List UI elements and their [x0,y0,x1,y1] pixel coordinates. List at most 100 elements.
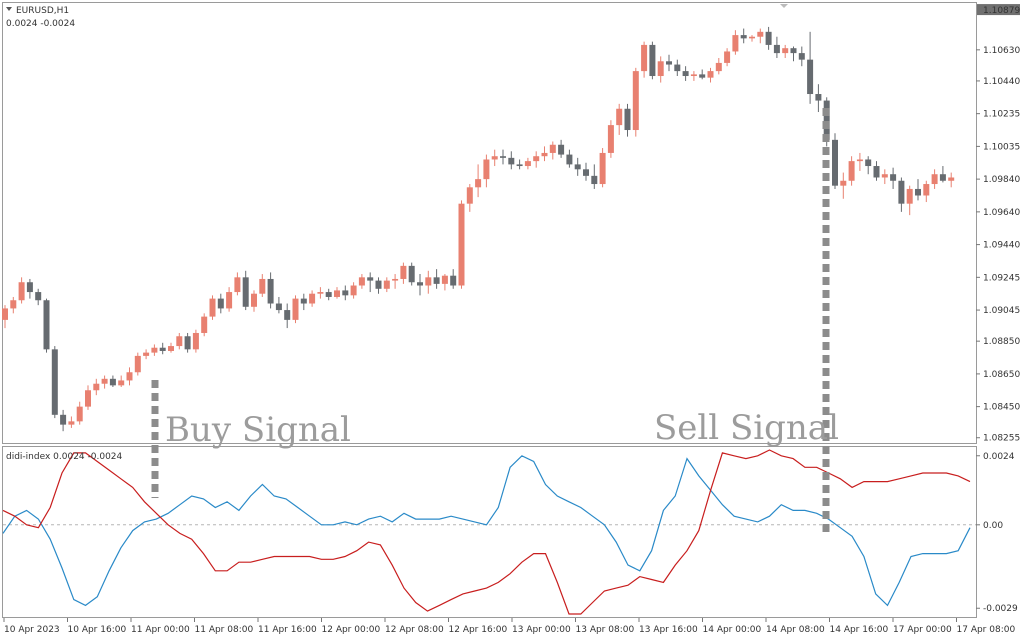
candle-body [923,184,930,196]
time-tick-label: 10 Apr 2023 [4,625,60,635]
candle-body [508,157,515,165]
indicator-values: 0.0024 -0.0024 [6,19,75,29]
indicator-panel-frame [2,446,977,618]
candle-body [275,303,282,311]
indicator-lines [2,449,971,615]
candle-body [533,156,540,162]
candle-body [101,378,108,384]
price-tick-label: 1.08850 [983,337,1020,347]
time-tick-label: 14 Apr 08:00 [766,625,825,635]
time-tick-label: 17 Apr 08:00 [957,625,1016,635]
candle-body [342,290,349,296]
indicator-axis: 0.0024 0.00 -0.0029 [3,452,1018,614]
candle-body [433,277,440,284]
candle-body [549,144,556,153]
candle-body [865,159,872,167]
candle-body [400,265,407,279]
candle-body [516,164,523,167]
price-tick-label: 1.10235 [983,110,1020,120]
candle-body [707,71,714,78]
candle-body [118,380,125,386]
candle-body [948,177,955,181]
price-tick-label: 1.08255 [983,434,1020,444]
slow-line [2,449,971,615]
candle-body [60,414,67,425]
candle-body [383,280,390,289]
candle-body [151,347,158,353]
price-tick-label: 1.10440 [983,77,1020,87]
price-tick-label: 1.09440 [983,241,1020,251]
time-tick-label: 10 Apr 16:00 [68,625,127,635]
candle-body [35,292,42,301]
candle-body [848,161,855,181]
candle-body [541,152,548,157]
price-axis: 1.10879 1.10630 1.10440 1.10235 1.10035 1.098… [780,4,1020,444]
current-price-badge [977,4,1020,16]
candle-body [226,292,233,309]
indicator-tick-label: -0.0029 [983,604,1018,614]
candle-body [890,174,897,181]
candle-body [450,275,457,286]
candle-body [566,154,573,165]
candle-body [757,31,764,37]
price-tick-label: 1.08650 [983,370,1020,380]
candle-body [68,421,75,425]
candle-body [558,144,565,155]
candle-body [466,187,473,204]
candle-body [209,298,216,317]
candle-body [76,406,83,422]
time-tick-label: 13 Apr 08:00 [576,625,635,635]
candle-body [624,108,631,131]
candle-body [425,277,432,286]
candle-body [715,62,722,72]
candle-body [201,316,208,333]
candlestick-series [2,26,955,432]
candle-body [2,308,8,320]
candle-body [417,282,423,286]
candle-body [292,298,299,320]
candle-body [939,174,946,181]
candle-body [906,188,913,204]
symbol-dropdown-icon[interactable] [6,7,12,11]
price-tick-label: 1.09245 [983,273,1020,283]
candle-body [873,166,880,178]
candle-body [325,292,332,297]
candle-body [126,372,133,381]
candle-body [856,159,863,162]
candle-body [350,285,357,296]
candle-body [408,265,415,283]
candle-body [607,125,614,153]
time-axis: 10 Apr 2023 10 Apr 16:00 11 Apr 00:00 11 Ap… [3,618,1016,635]
candle-body [217,298,224,309]
candle-body [143,352,150,356]
candle-body [51,349,58,415]
time-tick-label: 11 Apr 00:00 [131,625,190,635]
candle-body [242,277,249,307]
indicator-label: didi-index 0.0024 -0.0024 [6,452,123,462]
candle-body [458,203,465,286]
candle-body [840,180,847,186]
candle-body [309,293,316,304]
sell-signal-label: Sell Signal [654,408,839,448]
candle-body [898,180,905,204]
candle-body [881,174,888,178]
candle-body [524,161,531,167]
candle-body [815,94,822,101]
candle-body [740,35,747,39]
candle-body [93,383,100,391]
candle-body [192,332,199,350]
current-price-label: 1.10879 [983,6,1020,16]
fast-line [2,455,971,607]
candle-body [666,61,672,65]
candle-body [184,336,191,350]
time-tick-label: 11 Apr 08:00 [195,625,254,635]
candle-body [574,164,581,170]
candle-body [10,300,17,309]
candle-body [599,152,606,185]
time-tick-label: 12 Apr 00:00 [322,625,381,635]
candle-body [168,346,174,351]
candle-body [358,277,365,286]
price-tick-label: 1.08450 [983,403,1020,413]
candle-body [267,278,274,304]
